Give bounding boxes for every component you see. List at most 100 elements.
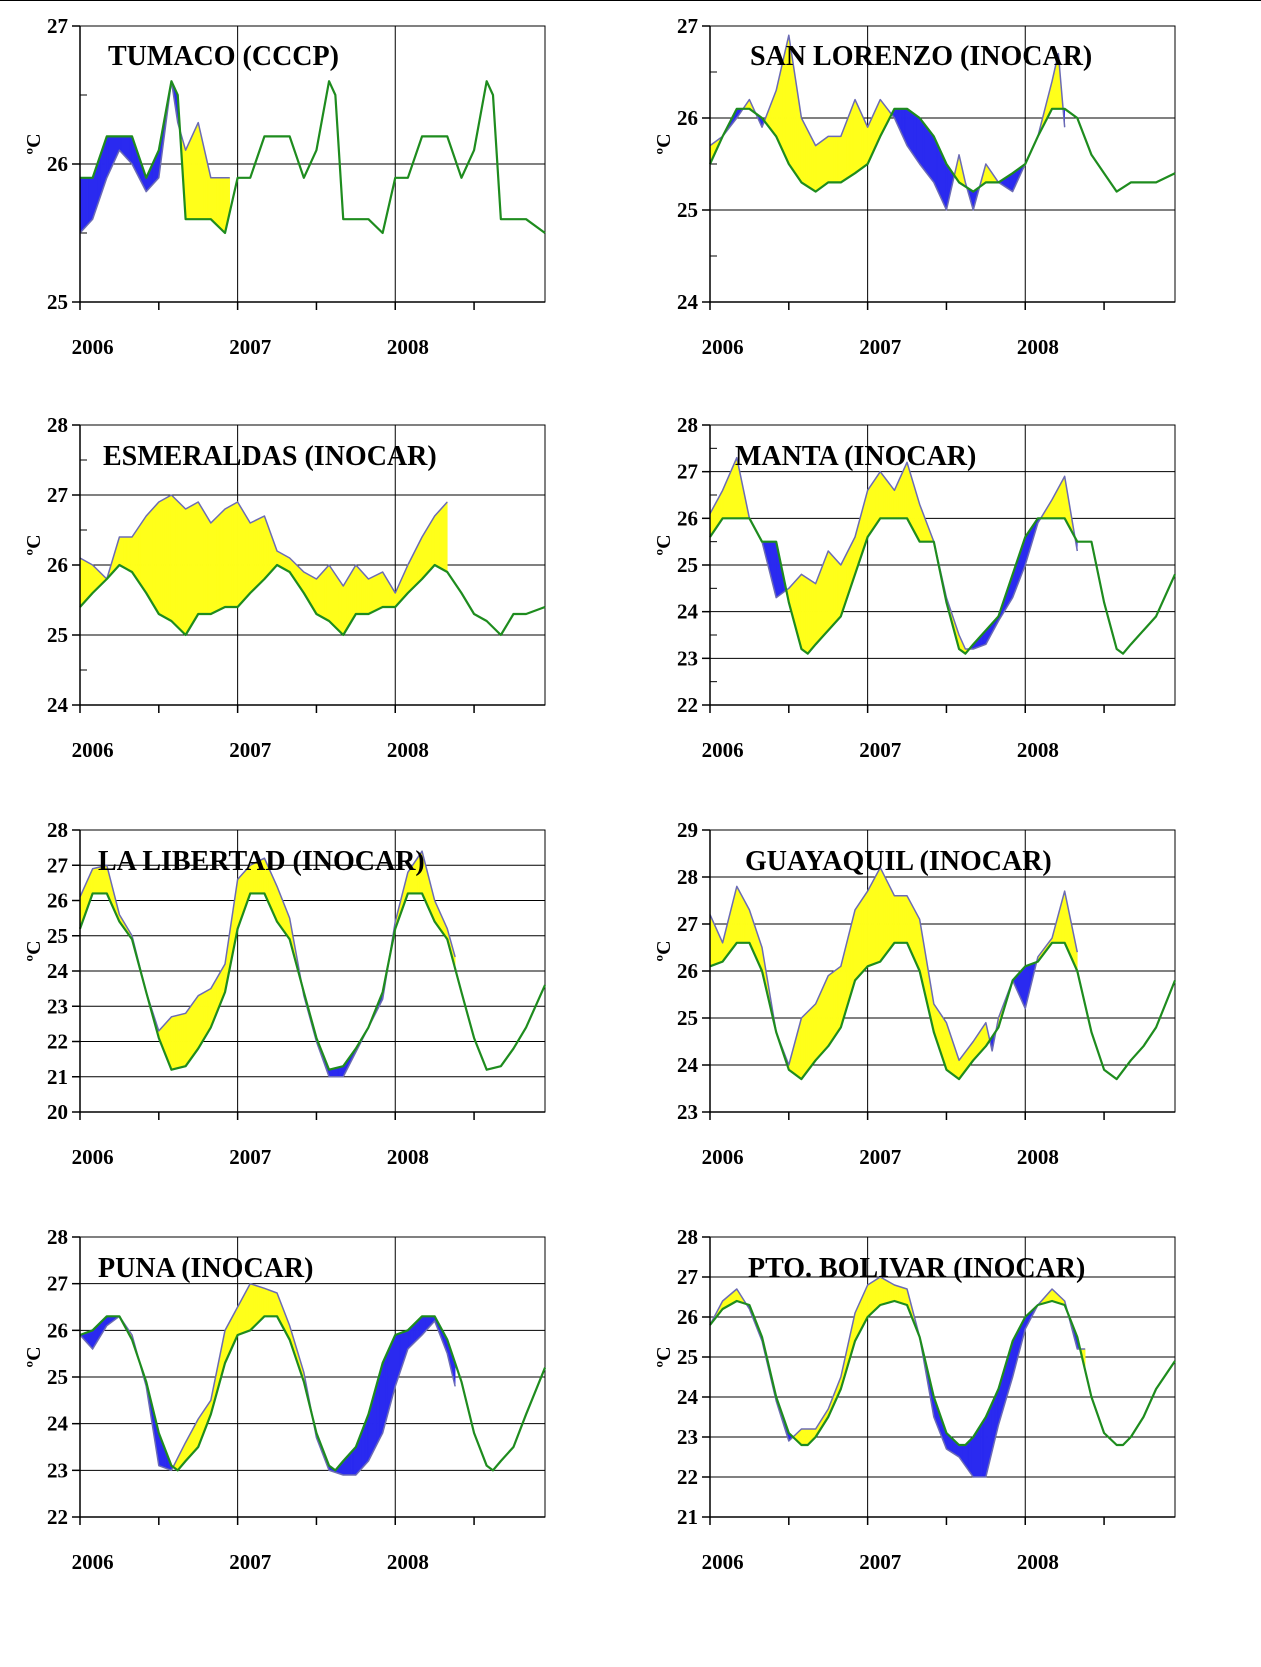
y-axis-unit-label: ºC: [653, 940, 675, 961]
y-tick-label: 27: [677, 1265, 698, 1289]
y-tick-label: 24: [677, 1385, 699, 1409]
x-tick-label: 2008: [1017, 1550, 1059, 1574]
x-tick-label: 2006: [702, 738, 744, 762]
climatology-series-line: [709, 941, 1177, 1081]
chart-title: ESMERALDAS (INOCAR): [103, 441, 437, 472]
y-tick-label: 28: [677, 413, 698, 437]
figure-top-rule: [0, 0, 1261, 1]
y-tick-label: 26: [47, 1318, 68, 1342]
y-tick-label: 23: [47, 1458, 68, 1482]
y-axis-unit-label: ºC: [23, 534, 45, 555]
x-tick-label: 2008: [387, 1145, 429, 1169]
chart-title: SAN LORENZO (INOCAR): [750, 41, 1092, 72]
y-tick-label: 27: [47, 1272, 68, 1296]
y-tick-label: 27: [677, 460, 698, 484]
x-tick-label: 2007: [229, 1145, 271, 1169]
y-tick-label: 24: [677, 1053, 699, 1077]
y-tick-label: 28: [677, 865, 698, 889]
y-tick-label: 24: [677, 290, 699, 314]
y-tick-label: 25: [677, 1345, 698, 1369]
y-tick-label: 26: [677, 106, 698, 130]
x-tick-label: 2007: [859, 738, 901, 762]
y-tick-label: 24: [47, 1412, 69, 1436]
x-tick-label: 2006: [72, 335, 114, 359]
y-tick-label: 21: [677, 1505, 698, 1529]
climatology-series-line: [709, 517, 1177, 655]
y-tick-label: 25: [677, 1006, 698, 1030]
chart-panel-3: 24 25 26 27 28 2006 2007 2008 ºC ESMERALDAS (INOC…: [23, 413, 546, 762]
y-tick-label: 24: [677, 600, 699, 624]
y-tick-label: 25: [47, 623, 68, 647]
y-tick-label: 25: [677, 553, 698, 577]
x-tick-label: 2007: [859, 335, 901, 359]
chart-title: LA LIBERTAD (INOCAR): [98, 846, 425, 877]
y-tick-label: 28: [677, 1225, 698, 1249]
x-tick-label: 2008: [1017, 1145, 1059, 1169]
warm-anomaly-fill: [446, 501, 448, 573]
y-tick-label: 23: [677, 646, 698, 670]
y-tick-label: 28: [47, 413, 68, 437]
y-tick-label: 25: [677, 198, 698, 222]
x-tick-label: 2006: [702, 1550, 744, 1574]
y-tick-label: 22: [677, 1465, 698, 1489]
chart-title: MANTA (INOCAR): [735, 441, 976, 472]
y-tick-label: 22: [47, 1505, 68, 1529]
climatology-series-line: [79, 1315, 547, 1472]
y-tick-label: 25: [47, 290, 68, 314]
y-tick-label: 29: [677, 818, 698, 842]
x-tick-label: 2007: [229, 738, 271, 762]
plot-area: [709, 1236, 1176, 1518]
chart-title: PTO. BOLIVAR (INOCAR): [748, 1253, 1085, 1284]
y-tick-label: 23: [47, 994, 68, 1018]
chart-panel-8: 21 22 23 24 25 26 27 28 2006 2007 2008 ºC PTO. BOLIV…: [653, 1225, 1176, 1574]
observed-series-line: [79, 494, 448, 594]
observed-series-line: [79, 80, 230, 234]
y-tick-label: 27: [47, 483, 68, 507]
x-tick-label: 2006: [72, 1145, 114, 1169]
x-tick-label: 2006: [702, 335, 744, 359]
y-axis-unit-label: ºC: [653, 1346, 675, 1367]
chart-panel-7: 22 23 24 25 26 27 28 2006 2007 2008 ºC PUNA (INOCAR…: [23, 1225, 547, 1574]
y-tick-label: 25: [47, 924, 68, 948]
y-tick-label: 26: [677, 959, 698, 983]
y-tick-label: 26: [47, 889, 68, 913]
y-tick-label: 27: [677, 912, 698, 936]
x-tick-label: 2007: [859, 1145, 901, 1169]
y-axis-unit-label: ºC: [23, 133, 45, 154]
x-tick-label: 2007: [229, 335, 271, 359]
x-tick-label: 2008: [387, 738, 429, 762]
y-tick-label: 26: [47, 553, 68, 577]
y-tick-label: 26: [677, 1305, 698, 1329]
climatology-series-line: [80, 80, 546, 235]
y-tick-label: 24: [47, 693, 69, 717]
climatology-series-line: [709, 1299, 1176, 1447]
y-axis-unit-label: ºC: [653, 133, 675, 154]
chart-panel-6: 23 24 25 26 27 28 29 2006 2007 2008 ºC GUAYAQUIL (I…: [653, 818, 1177, 1169]
chart-title: PUNA (INOCAR): [98, 1253, 313, 1284]
chart-title: TUMACO (CCCP): [108, 41, 339, 72]
x-tick-label: 2008: [1017, 738, 1059, 762]
chart-panel-5: 20 21 22 23 24 25 26 27 28 2006 2007 2008 ºC LA LIBER…: [23, 818, 547, 1169]
climatology-series-line: [78, 892, 547, 1071]
y-axis-unit-label: ºC: [23, 940, 45, 961]
y-axis-unit-label: ºC: [653, 534, 675, 555]
climatology-series-line: [79, 563, 546, 637]
y-tick-label: 28: [47, 818, 68, 842]
observed-series-line: [709, 456, 1079, 650]
x-tick-label: 2007: [859, 1550, 901, 1574]
x-tick-label: 2006: [72, 738, 114, 762]
chart-panel-1: 25 26 27 2006 2007 2008 ºC TUMACO (CCCP): [23, 14, 546, 359]
x-tick-label: 2006: [702, 1145, 744, 1169]
y-tick-label: 20: [47, 1100, 68, 1124]
x-tick-label: 2008: [387, 335, 429, 359]
chart-panel-2: 24 25 26 27 2006 2007 2008 ºC SAN LORENZO (INOCA…: [653, 14, 1176, 359]
x-tick-label: 2006: [72, 1550, 114, 1574]
chart-title: GUAYAQUIL (INOCAR): [745, 846, 1052, 877]
y-tick-label: 25: [47, 1365, 68, 1389]
y-tick-label: 22: [47, 1030, 68, 1054]
y-axis-unit-label: ºC: [23, 1346, 45, 1367]
y-tick-label: 27: [677, 14, 698, 38]
y-tick-label: 28: [47, 1225, 68, 1249]
y-tick-label: 26: [677, 506, 698, 530]
